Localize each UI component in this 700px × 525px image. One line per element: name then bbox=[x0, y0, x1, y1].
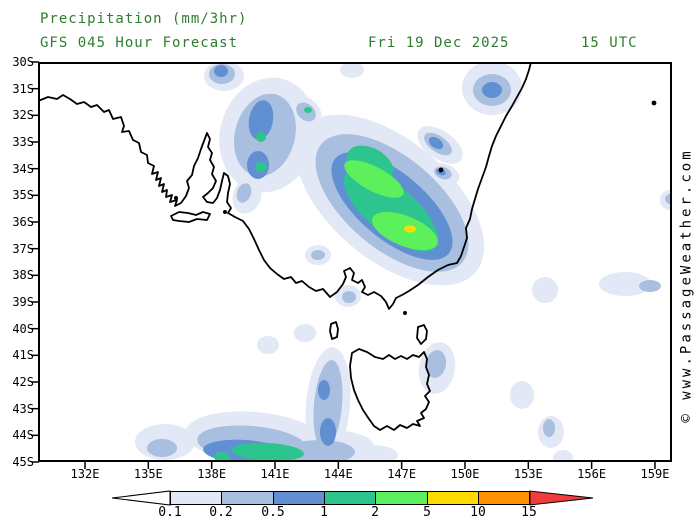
lon-label: 141E bbox=[260, 467, 290, 481]
legend-label: 2 bbox=[371, 505, 379, 520]
lon-label: 147E bbox=[387, 467, 417, 481]
lon-label: 144E bbox=[323, 467, 353, 481]
legend-swatch-level-0.2 bbox=[221, 491, 274, 505]
islet-dots bbox=[174, 100, 657, 315]
model-forecast-line: GFS 045 Hour Forecast bbox=[40, 35, 239, 51]
lat-label: 30S bbox=[12, 55, 34, 69]
lat-label: 39S bbox=[12, 295, 34, 309]
legend-swatch-level-0.5 bbox=[273, 491, 325, 505]
legend-swatch-level-10 bbox=[478, 491, 530, 505]
lat-label: 38S bbox=[12, 268, 34, 283]
legend-swatch-level-0.1 bbox=[170, 491, 222, 505]
map-frame bbox=[38, 62, 672, 462]
legend-label: 15 bbox=[521, 505, 537, 520]
legend-swatch-level-5 bbox=[427, 491, 479, 505]
lon-label: 150E bbox=[450, 467, 480, 481]
lon-label: 132E bbox=[70, 467, 100, 481]
lon-label: 159E bbox=[640, 467, 670, 481]
map-title: Precipitation (mm/3hr) bbox=[40, 11, 248, 27]
precip-layer-5 bbox=[404, 225, 416, 233]
legend-label: 0.1 bbox=[158, 505, 182, 520]
longitude-ticks bbox=[84, 461, 656, 469]
valid-date: Fri 19 Dec 2025 bbox=[368, 35, 510, 51]
lat-label: 44S bbox=[12, 428, 34, 443]
lat-label: 37S bbox=[12, 241, 34, 256]
lat-label: 33S bbox=[12, 135, 34, 149]
lat-label: 42S bbox=[12, 375, 34, 389]
coastline-tasmania bbox=[349, 348, 431, 431]
lat-label: 34S bbox=[12, 161, 34, 176]
lon-label: 135E bbox=[133, 467, 163, 481]
coastline-mainland bbox=[39, 63, 532, 310]
coastline-flinders-island bbox=[416, 324, 428, 345]
latitude-ticks bbox=[31, 61, 39, 463]
coastline-king-island bbox=[329, 321, 339, 340]
legend-swatch-level-2 bbox=[375, 491, 428, 505]
legend-swatch-level-1 bbox=[324, 491, 376, 505]
lon-label: 153E bbox=[513, 467, 543, 481]
coastline bbox=[39, 63, 532, 431]
lat-label: 35S bbox=[12, 188, 34, 203]
precip-layer-2 bbox=[344, 160, 438, 251]
lat-label: 45S bbox=[12, 455, 34, 469]
lat-label: 41S bbox=[12, 348, 34, 363]
lat-label: 43S bbox=[12, 401, 34, 416]
watermark-text: © www.PassageWeather.com bbox=[678, 148, 695, 423]
legend-label: 1 bbox=[320, 505, 328, 520]
lon-label: 156E bbox=[577, 467, 607, 481]
legend-label: 10 bbox=[470, 505, 486, 520]
lat-label: 31S bbox=[12, 81, 34, 96]
legend-underflow-arrow bbox=[111, 490, 171, 506]
legend-label: 5 bbox=[423, 505, 431, 520]
coastline-kangaroo-island bbox=[170, 211, 211, 223]
lat-label: 40S bbox=[12, 321, 34, 336]
legend-label: 0.2 bbox=[209, 505, 233, 520]
lon-label: 138E bbox=[197, 467, 227, 481]
lat-label: 36S bbox=[12, 215, 34, 229]
legend-label: 0.5 bbox=[261, 505, 285, 520]
valid-time-utc: 15 UTC bbox=[581, 35, 638, 51]
legend-overflow-arrow bbox=[529, 490, 594, 506]
lat-label: 32S bbox=[12, 108, 34, 123]
